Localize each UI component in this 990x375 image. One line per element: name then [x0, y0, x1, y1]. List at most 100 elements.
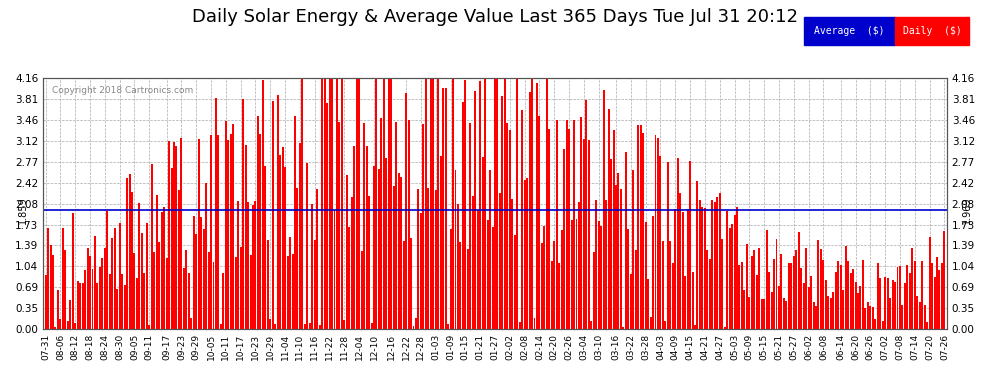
Bar: [644, 222, 646, 329]
Bar: [284, 167, 286, 329]
Bar: [603, 90, 605, 329]
Bar: [277, 95, 279, 329]
Bar: [91, 269, 93, 329]
Bar: [643, 133, 644, 329]
Bar: [519, 322, 521, 329]
Bar: [489, 170, 491, 329]
Bar: [355, 78, 357, 329]
Bar: [659, 156, 661, 329]
Bar: [57, 290, 59, 329]
Bar: [620, 189, 622, 329]
Bar: [383, 78, 385, 329]
Bar: [50, 244, 51, 329]
Bar: [516, 78, 518, 329]
Bar: [838, 261, 840, 329]
Bar: [526, 178, 528, 329]
Bar: [111, 238, 113, 329]
Bar: [148, 324, 150, 329]
Bar: [755, 275, 757, 329]
Bar: [200, 217, 202, 329]
Bar: [153, 252, 155, 329]
Bar: [358, 78, 360, 329]
Bar: [71, 213, 73, 329]
Bar: [534, 318, 536, 329]
Bar: [499, 193, 501, 329]
Bar: [682, 211, 684, 329]
Bar: [524, 180, 526, 329]
Bar: [778, 286, 780, 329]
Bar: [633, 170, 635, 329]
Bar: [544, 226, 545, 329]
Bar: [922, 261, 924, 329]
Bar: [195, 234, 197, 329]
Bar: [48, 228, 50, 329]
Bar: [262, 80, 264, 329]
Bar: [348, 226, 350, 329]
Bar: [763, 299, 765, 329]
Bar: [570, 220, 572, 329]
Bar: [163, 207, 165, 329]
Bar: [296, 189, 298, 329]
Bar: [573, 120, 575, 329]
Bar: [511, 200, 513, 329]
Bar: [395, 122, 397, 329]
Bar: [474, 91, 476, 329]
Bar: [529, 92, 531, 329]
Bar: [134, 253, 136, 329]
Bar: [613, 130, 615, 329]
Bar: [879, 278, 881, 329]
Bar: [912, 248, 914, 329]
Bar: [931, 263, 933, 329]
Bar: [54, 327, 56, 329]
Bar: [835, 272, 837, 329]
Bar: [440, 156, 442, 329]
Bar: [223, 273, 225, 329]
Bar: [428, 188, 430, 329]
Bar: [294, 116, 296, 329]
Bar: [565, 120, 567, 329]
Bar: [539, 116, 541, 329]
Bar: [560, 230, 562, 329]
Text: 1.969: 1.969: [961, 196, 972, 224]
Bar: [388, 78, 390, 329]
Bar: [150, 164, 152, 329]
Bar: [124, 285, 126, 329]
Bar: [438, 78, 440, 329]
Bar: [640, 124, 642, 329]
Bar: [114, 228, 116, 329]
Bar: [694, 325, 696, 329]
Bar: [104, 248, 106, 329]
Bar: [649, 317, 651, 329]
Bar: [736, 207, 738, 329]
Bar: [902, 305, 904, 329]
Bar: [225, 121, 227, 329]
Bar: [894, 282, 896, 329]
Text: Copyright 2018 Cartronics.com: Copyright 2018 Cartronics.com: [52, 86, 193, 95]
Bar: [235, 257, 237, 329]
Bar: [917, 296, 919, 329]
Bar: [768, 272, 770, 329]
Bar: [449, 228, 451, 329]
Bar: [96, 284, 98, 329]
Bar: [608, 109, 610, 329]
Bar: [464, 80, 466, 329]
Bar: [729, 228, 731, 329]
Bar: [583, 138, 585, 329]
Bar: [704, 208, 706, 329]
Bar: [887, 278, 889, 329]
Bar: [897, 267, 899, 329]
Bar: [84, 270, 86, 329]
Bar: [405, 93, 407, 329]
Bar: [375, 78, 377, 329]
Bar: [160, 212, 162, 329]
Bar: [595, 200, 597, 329]
Bar: [638, 125, 640, 329]
Bar: [324, 78, 326, 329]
Bar: [692, 272, 694, 329]
Bar: [568, 129, 570, 329]
Bar: [410, 237, 412, 329]
Bar: [301, 78, 303, 329]
Bar: [904, 283, 906, 329]
Bar: [452, 78, 454, 329]
Bar: [548, 129, 550, 329]
